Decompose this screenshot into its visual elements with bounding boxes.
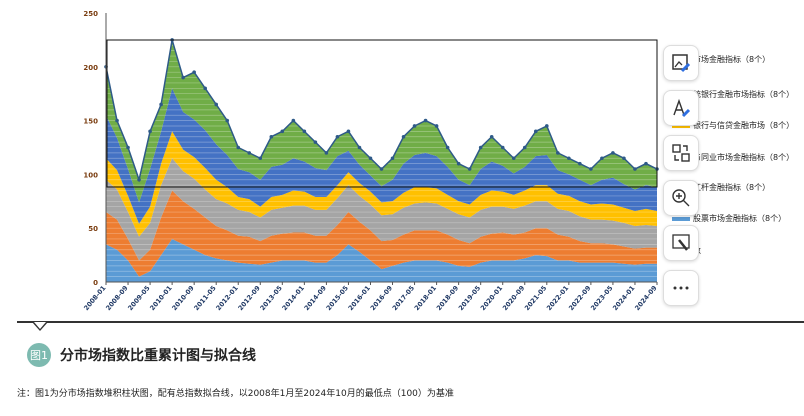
total-index-point xyxy=(633,167,637,171)
y-tick-label: 50 xyxy=(88,225,98,233)
y-tick-label: 0 xyxy=(93,279,98,287)
total-index-point xyxy=(622,156,626,161)
more-options-button[interactable] xyxy=(663,270,699,306)
total-index-point xyxy=(236,145,241,150)
total-index-point xyxy=(247,151,252,155)
total-index-point xyxy=(291,118,296,123)
total-index-point xyxy=(368,156,373,161)
total-index-point xyxy=(280,129,285,134)
total-index-point xyxy=(269,134,274,139)
total-index-point xyxy=(445,145,450,150)
total-index-point xyxy=(567,156,571,161)
magic-edit-button[interactable] xyxy=(663,225,699,261)
edit-text-button[interactable] xyxy=(663,90,699,126)
swap-button[interactable] xyxy=(663,135,699,171)
more-icon xyxy=(673,286,689,290)
total-index-point xyxy=(137,177,141,182)
total-index-point xyxy=(401,134,406,139)
total-index-point xyxy=(126,145,130,150)
stacked-area-chart: 0501001502002502008-012008-092009-052010… xyxy=(82,10,659,312)
total-index-point xyxy=(423,118,428,123)
total-index-point xyxy=(203,86,207,91)
area-series-4 xyxy=(106,88,657,224)
total-index-point xyxy=(556,151,560,155)
total-index-point xyxy=(489,134,494,139)
area-series-2 xyxy=(106,158,657,261)
total-index-point xyxy=(500,145,505,150)
total-index-point xyxy=(258,156,263,161)
image-edit-icon xyxy=(672,54,691,73)
zoom-in-icon xyxy=(672,189,690,207)
total-index-point xyxy=(346,129,351,134)
total-index-point xyxy=(434,124,439,128)
total-index-point xyxy=(357,145,362,150)
text-edit-icon xyxy=(673,98,691,118)
total-index-point xyxy=(115,118,119,123)
total-index-point xyxy=(159,102,163,107)
zoom-in-button[interactable] xyxy=(663,180,699,216)
selection-box xyxy=(106,39,658,188)
total-index-point xyxy=(511,156,516,161)
total-index-point xyxy=(181,75,185,80)
total-index-point xyxy=(478,145,483,150)
total-index-point xyxy=(533,129,538,134)
total-index-point xyxy=(379,167,384,171)
total-index-point xyxy=(192,70,196,74)
total-index-point xyxy=(214,102,218,107)
legend-item-lightblue: 股票市场金融指标（8个） xyxy=(672,213,786,224)
total-index-point xyxy=(302,129,307,134)
area-series-3 xyxy=(106,131,657,237)
total-index-point xyxy=(148,129,152,134)
total-index-point xyxy=(467,167,472,171)
y-tick-label: 200 xyxy=(83,64,98,72)
area-series-0 xyxy=(106,238,657,282)
area-series-1 xyxy=(106,190,657,277)
total-index-point xyxy=(456,161,461,166)
total-index-point xyxy=(600,156,604,161)
y-tick-label: 150 xyxy=(83,118,98,126)
figure-note: 注：图1为分市场指数堆积柱状图，配有总指数拟合线，以2008年1月至2024年1… xyxy=(17,389,454,399)
swap-icon xyxy=(672,144,690,162)
x-tick-label: 2024-09 xyxy=(633,284,659,312)
total-index-point xyxy=(412,124,417,128)
total-index-point xyxy=(522,145,527,150)
total-index-point xyxy=(589,167,593,171)
figure-badge: 图1 xyxy=(27,343,51,367)
area-series-5 xyxy=(106,39,657,203)
figure-title: 分市场指数比重累计图与拟合线 xyxy=(60,348,256,364)
total-index-point xyxy=(545,124,549,128)
total-index-point xyxy=(313,140,318,144)
total-index-point xyxy=(390,156,395,161)
divider xyxy=(17,321,804,323)
edit-image-button[interactable] xyxy=(663,45,699,81)
y-tick-label: 250 xyxy=(83,10,98,18)
total-index-point xyxy=(611,151,615,155)
total-index-point xyxy=(644,161,648,166)
total-index-point xyxy=(324,151,329,155)
divider-notch-inner xyxy=(34,322,46,329)
total-index-point xyxy=(225,118,230,123)
magic-wand-icon xyxy=(672,234,690,251)
total-index-point xyxy=(335,134,340,139)
total-index-point xyxy=(578,161,582,166)
y-tick-label: 100 xyxy=(83,171,98,179)
